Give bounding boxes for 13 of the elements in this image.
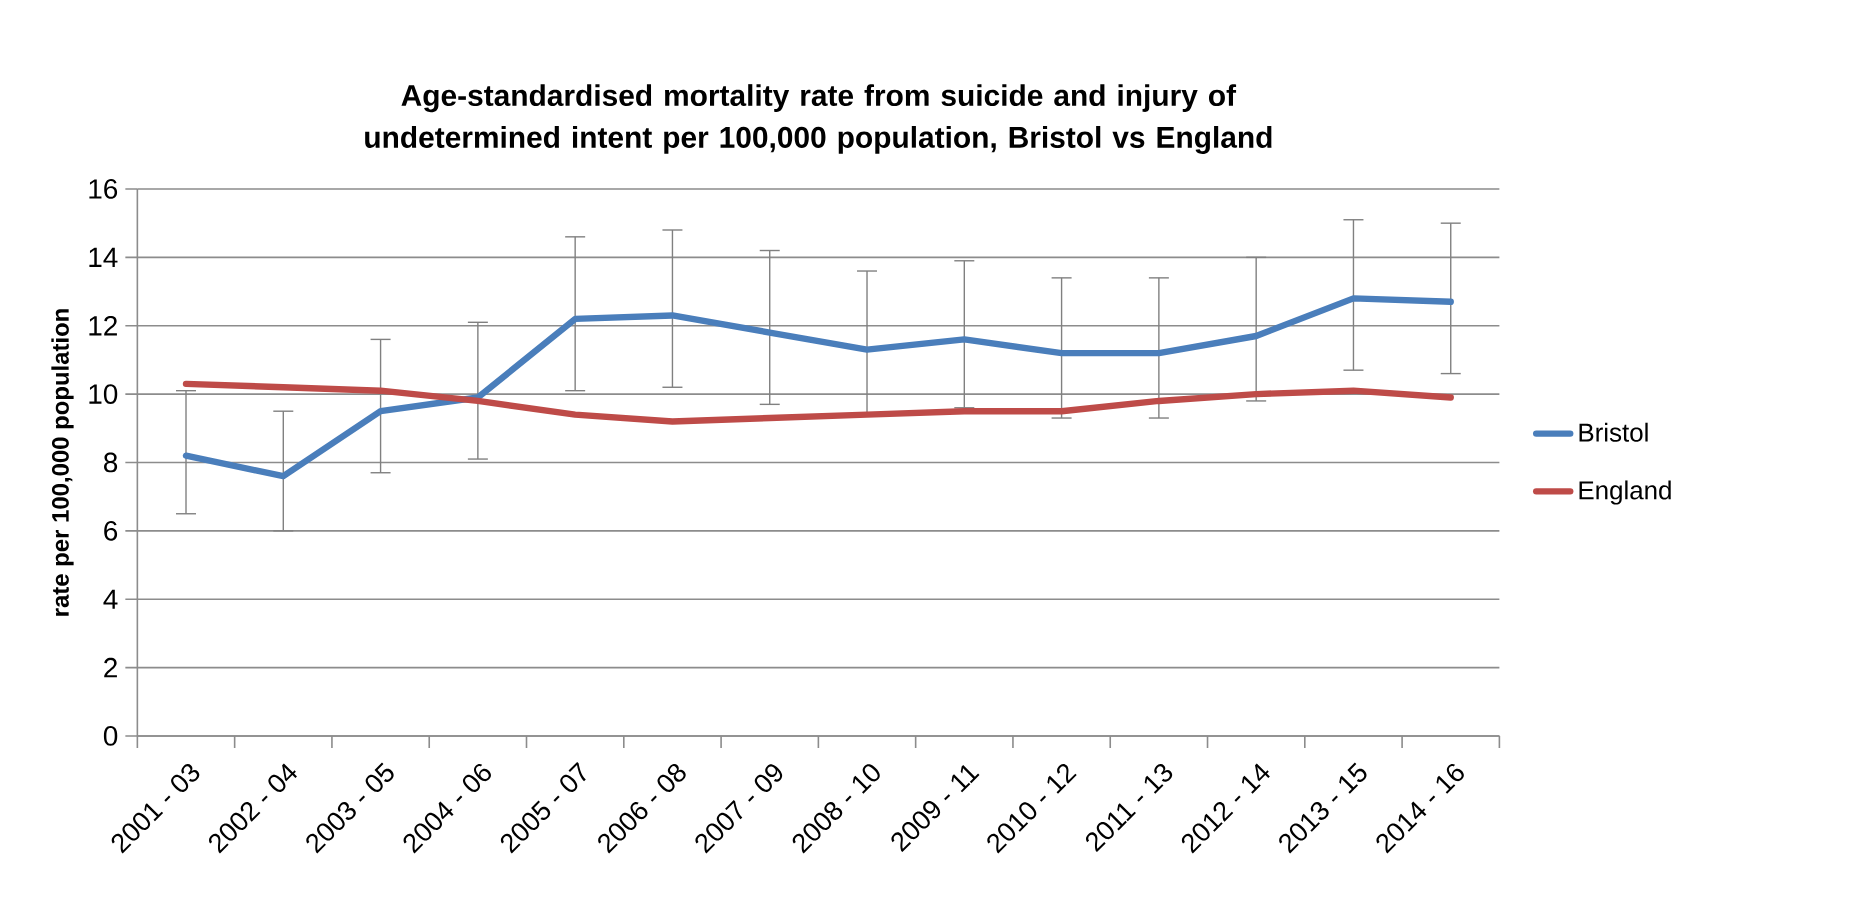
legend-label: England bbox=[1579, 480, 1671, 505]
y-tick-label: 2 bbox=[104, 657, 117, 678]
chart-title: Age-standardised mortality rate from suicide and injury of undetermined intent per 100,000 population, Bristol vs England bbox=[365, 84, 1272, 154]
y-tick-label: 4 bbox=[103, 589, 118, 609]
y-tick-label: 12 bbox=[89, 315, 117, 336]
legend-label: Bristol bbox=[1579, 422, 1648, 442]
y-tick-label: 16 bbox=[89, 179, 118, 199]
y-tick-label: 8 bbox=[104, 452, 118, 473]
y-tick-label: 14 bbox=[89, 247, 118, 267]
y-tick-label: 0 bbox=[103, 726, 118, 746]
y-tick-label: 10 bbox=[89, 384, 118, 404]
y-tick-label: 6 bbox=[104, 520, 118, 541]
y-axis-title: rate per 100,000 population bbox=[51, 309, 74, 616]
